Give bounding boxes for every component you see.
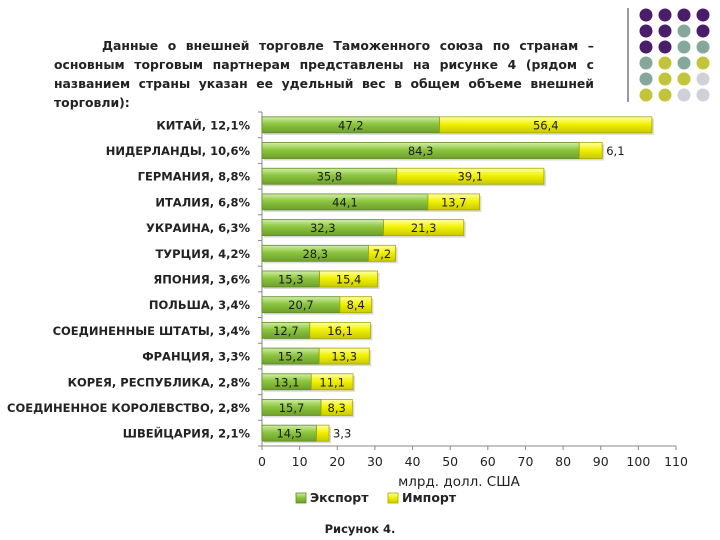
x-tick-label: 30 [367,454,383,469]
deco-dot [696,24,710,38]
import-bar [310,373,354,391]
deco-dot [658,88,672,102]
import-bar [318,347,370,365]
import-value-label: 15,4 [336,273,362,287]
intro-paragraph: Данные о внешней торговле Таможенного со… [54,36,594,112]
deco-dot [639,56,653,70]
import-bar [383,219,465,237]
export-value-label: 14,5 [276,427,302,441]
deco-dot [677,24,691,38]
export-value-label: 47,2 [338,118,364,132]
deco-dot [658,56,672,70]
import-value-label: 16,1 [327,324,353,338]
figure-caption: Рисунок 4. [324,522,396,536]
category-label: КИТАЙ, 12,1% [156,117,250,132]
import-value-label: 7,2 [373,247,391,261]
export-value-label: 12,7 [273,324,299,338]
import-bar [427,193,480,211]
x-tick-label: 0 [258,454,266,469]
import-bar [320,399,353,416]
x-tick-label: 100 [626,454,650,469]
category-label: ШВЕЙЦАРИЯ, 2,1% [123,426,251,441]
import-value-label: 13,3 [331,350,357,364]
export-value-label: 28,3 [302,247,328,261]
category-label: ФРАНЦИЯ, 3,3% [142,350,250,364]
import-bar [309,321,371,339]
import-bar [396,167,545,185]
import-value-label: 3,3 [333,427,351,441]
deco-dot [639,8,653,22]
import-value-label: 39,1 [458,170,484,184]
deco-dot [639,88,653,102]
x-tick-label: 10 [292,454,308,469]
category-label: КОРЕЯ, РЕСПУБЛИКА, 2,8% [68,375,251,389]
deco-dot [639,40,653,54]
legend-label-import: Импорт [402,490,457,505]
legend-swatch-export [295,492,307,504]
import-value-label: 21,3 [411,221,437,235]
import-value-label: 13,7 [441,195,467,209]
deco-dot [696,72,710,86]
export-value-label: 44,1 [332,195,358,209]
category-label: НИДЕРЛАНДЫ, 10,6% [106,144,251,158]
export-value-label: 15,3 [278,273,304,287]
category-label: ЯПОНИЯ, 3,6% [153,273,250,287]
category-label: ИТАЛИЯ, 6,8% [155,195,250,209]
category-label: УКРАИНА, 6,3% [146,221,250,235]
decorative-dot-grid [627,8,710,102]
x-tick-label: 60 [480,454,496,469]
import-value-label: 56,4 [533,118,559,132]
category-label: ТУРЦИЯ, 4,2% [155,247,250,261]
x-tick-label: 40 [405,454,421,469]
import-value-label: 11,1 [319,375,345,389]
import-value-label: 8,3 [328,401,346,415]
import-bar [316,424,330,442]
export-value-label: 35,8 [317,170,343,184]
import-bar [319,270,378,288]
import-value-label: 6,1 [606,144,624,158]
deco-dot [696,88,710,102]
deco-dot [658,8,672,22]
x-tick-label: 110 [664,454,688,469]
export-value-label: 32,3 [310,221,336,235]
intro-text: Данные о внешней торговле Таможенного со… [54,38,594,110]
deco-dot [677,8,691,22]
deco-dot [677,72,691,86]
deco-dot [696,8,710,22]
export-value-label: 13,1 [274,375,300,389]
x-tick-label: 50 [442,454,458,469]
category-label: СОЕДИНЕННОЕ КОРОЛЕВСТВО, 2,8% [7,401,250,415]
import-bar [439,116,653,134]
category-label: СОЕДИНЕННЫЕ ШТАТЫ, 3,4% [53,324,251,338]
export-value-label: 15,7 [279,401,305,415]
deco-dot [658,72,672,86]
x-tick-label: 70 [518,454,534,469]
deco-dot [696,56,710,70]
x-tick-label: 90 [593,454,609,469]
deco-dot [658,24,672,38]
category-label: ГЕРМАНИЯ, 8,8% [138,170,251,184]
deco-dot [677,88,691,102]
deco-dot [677,56,691,70]
legend-swatch-import [387,492,399,504]
deco-dot [639,24,653,38]
import-bar [578,142,603,159]
deco-dot [696,40,710,54]
import-bar [368,244,397,262]
legend-label-export: Экспорт [310,490,369,505]
import-bar [339,296,372,314]
export-value-label: 20,7 [288,298,314,312]
deco-dot [658,40,672,54]
import-value-label: 8,4 [347,298,365,312]
export-value-label: 15,2 [278,350,304,364]
deco-dot [639,72,653,86]
export-value-label: 84,3 [408,144,434,158]
x-tick-label: 80 [555,454,571,469]
x-tick-label: 20 [329,454,345,469]
deco-dot [677,40,691,54]
category-label: ПОЛЬША, 3,4% [149,298,251,312]
x-axis-label: млрд. долл. США [398,474,521,490]
